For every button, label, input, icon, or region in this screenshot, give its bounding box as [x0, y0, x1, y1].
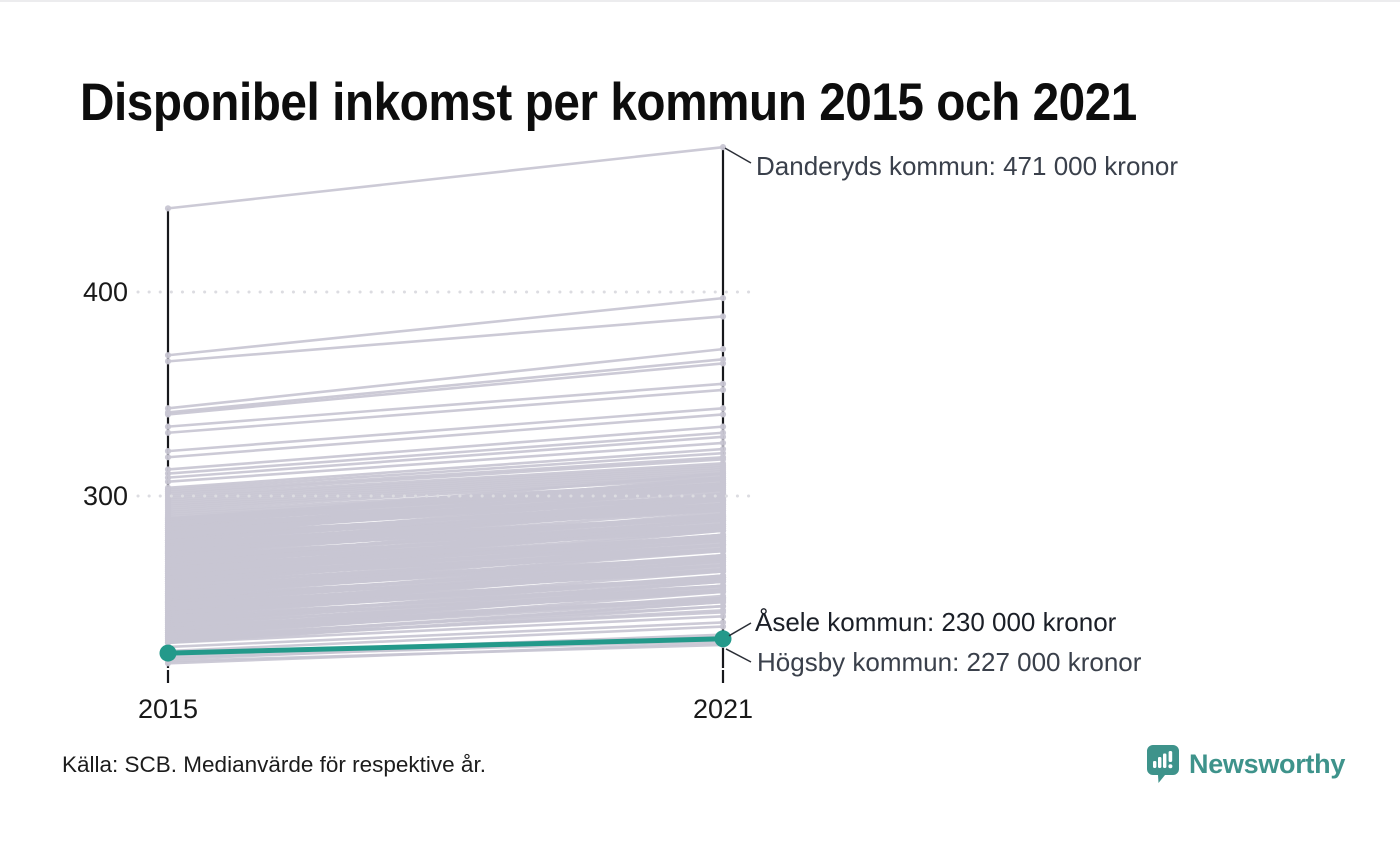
- source-note: Källa: SCB. Medianvärde för respektive å…: [62, 752, 486, 777]
- chart-title: Disponibel inkomst per kommun 2015 och 2…: [80, 73, 1137, 132]
- brand-logo: Newsworthy: [1146, 744, 1345, 784]
- brand-name: Newsworthy: [1189, 748, 1346, 779]
- y-axis-tick-label-400: 400: [82, 277, 128, 307]
- x-axis-label-2021: 2021: [692, 694, 754, 724]
- y-axis-tick-label-300: 300: [82, 481, 128, 511]
- annotation-asele: Åsele kommun: 230 000 kronor: [755, 607, 1117, 637]
- newsworthy-speech-bubble-chart-icon: [1147, 745, 1179, 783]
- annotation-hogsby: Högsby kommun: 227 000 kronor: [757, 647, 1142, 677]
- x-axis-label-2015: 2015: [137, 694, 199, 724]
- annotation-danderyd: Danderyds kommun: 471 000 kronor: [756, 151, 1179, 181]
